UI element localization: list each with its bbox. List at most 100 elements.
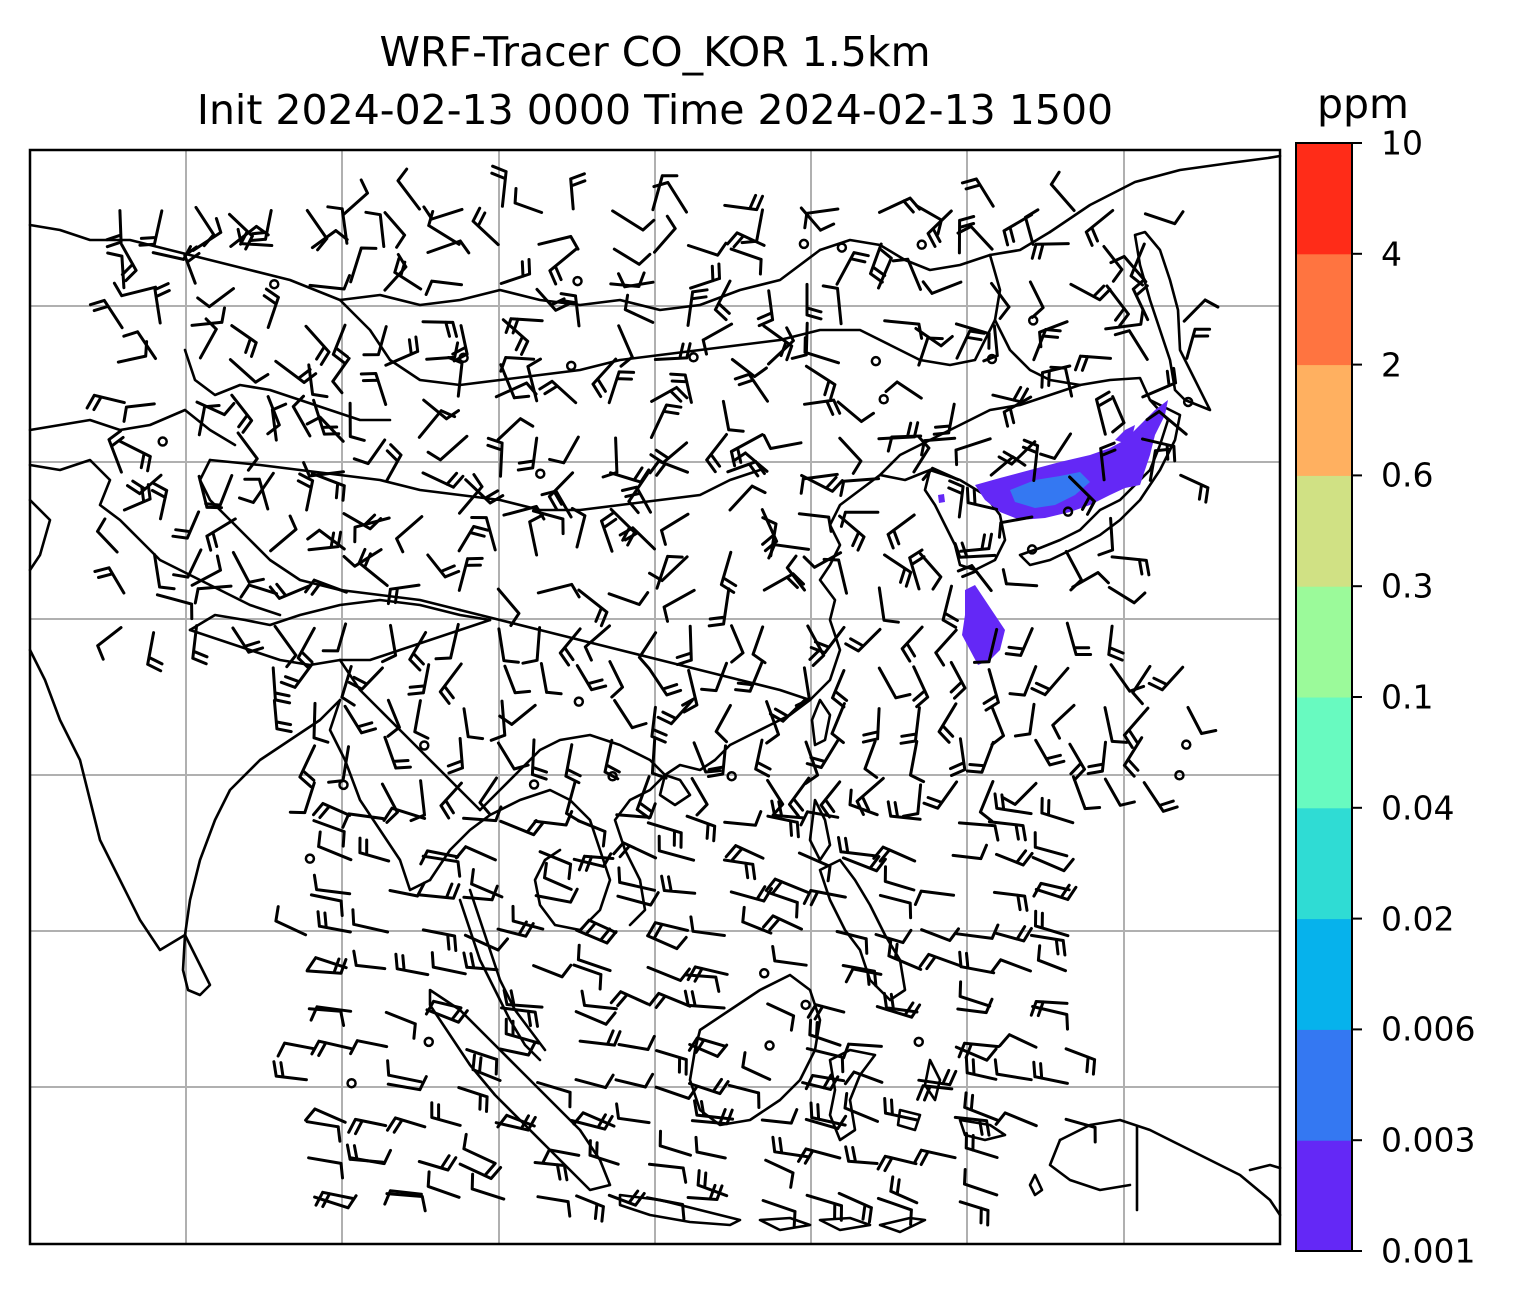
wind-barb <box>701 322 734 356</box>
colorbar-segment <box>1296 807 1352 920</box>
calm-wind-marker <box>1174 770 1185 781</box>
wind-barb <box>920 927 960 942</box>
wind-barb <box>756 289 775 328</box>
wind-barb <box>878 893 913 920</box>
wind-barb <box>342 178 369 216</box>
wind-barb <box>941 584 959 629</box>
wind-barb <box>766 1002 796 1032</box>
wind-barb <box>548 247 579 286</box>
wind-barb <box>408 631 428 672</box>
wind-barb <box>990 958 1032 973</box>
wind-barb <box>913 889 956 906</box>
wind-barb <box>876 1196 913 1226</box>
wind-barb <box>1051 703 1076 740</box>
wind-barb <box>307 1156 344 1180</box>
wind-barb <box>877 586 900 624</box>
wind-barb <box>112 281 158 298</box>
wind-barb <box>844 967 883 984</box>
calm-wind-marker <box>870 355 882 367</box>
wind-barb <box>236 431 259 472</box>
wind-barb <box>836 400 875 423</box>
wind-barb <box>762 434 803 450</box>
coastline <box>878 376 1152 477</box>
wind-barb <box>724 844 765 862</box>
wind-barb <box>565 779 581 823</box>
coastline <box>923 1058 942 1102</box>
coastline <box>328 698 432 892</box>
wind-barb <box>312 819 346 848</box>
wind-barb <box>956 564 993 593</box>
wind-barb <box>349 1039 389 1056</box>
coastline <box>658 773 692 807</box>
wind-barb <box>521 626 542 665</box>
wind-barb <box>1068 742 1086 782</box>
plume-region <box>938 494 945 503</box>
wind-barb <box>383 1189 423 1206</box>
country-border <box>188 598 492 632</box>
wind-barb <box>766 814 800 839</box>
wind-barb <box>496 587 521 627</box>
wind-barb <box>526 357 542 403</box>
wind-barb <box>273 624 298 669</box>
wind-barb <box>457 1086 489 1113</box>
colorbar-segment <box>1296 1140 1352 1252</box>
wind-barb <box>198 317 218 360</box>
wind-barb <box>683 989 726 1010</box>
wind-barb <box>1086 740 1107 776</box>
wind-barb <box>534 887 579 904</box>
coastline <box>181 933 212 997</box>
wind-barb <box>797 1147 842 1165</box>
colorbar-tick-label: 0.6 <box>1381 455 1434 495</box>
wind-barb <box>965 740 995 774</box>
country-border <box>338 248 822 312</box>
wind-barb <box>809 625 846 655</box>
wind-barb <box>618 526 656 551</box>
wind-barb <box>956 225 994 251</box>
wind-barb <box>686 965 729 983</box>
wind-barb <box>351 908 390 934</box>
calm-wind-marker <box>419 740 430 751</box>
wind-barb <box>537 235 580 251</box>
wind-barb <box>844 1145 879 1165</box>
wind-barb <box>1049 170 1076 212</box>
wind-barb <box>1113 329 1149 361</box>
wind-barb <box>197 404 221 437</box>
colorbar-tick-label: 0.003 <box>1381 1120 1476 1160</box>
wind-barb <box>623 293 655 324</box>
wind-barb <box>262 287 280 329</box>
wind-barb <box>1071 775 1102 811</box>
wind-barb <box>195 400 236 417</box>
wind-barb <box>500 1006 539 1028</box>
colorbar-tick-label: 2 <box>1381 345 1402 385</box>
wind-barb <box>884 380 923 400</box>
wind-barb <box>613 699 648 730</box>
wind-barb <box>347 1117 388 1136</box>
wind-barb <box>105 209 123 249</box>
wind-barb <box>462 1132 497 1165</box>
wind-barb <box>326 205 349 245</box>
wind-barb <box>693 1099 735 1121</box>
wind-barb <box>1029 933 1067 957</box>
wind-barb <box>146 631 164 673</box>
wind-barb <box>1074 354 1112 372</box>
wind-barb <box>430 1101 462 1127</box>
wind-barb <box>1097 516 1115 557</box>
wind-barb <box>386 583 421 606</box>
wind-barb <box>575 664 608 692</box>
wind-barb <box>316 910 352 934</box>
wind-barb <box>1034 883 1078 901</box>
coastline <box>1248 1163 1282 1172</box>
wind-barb <box>1068 475 1096 516</box>
wind-barb <box>496 741 530 771</box>
coastline <box>758 1216 812 1232</box>
coastline <box>818 230 1052 272</box>
wind-barb <box>947 479 965 519</box>
wind-barb <box>654 1084 699 1100</box>
colorbar-segment <box>1296 1029 1352 1141</box>
colorbar-tick-label: 0.3 <box>1381 566 1434 606</box>
country-border <box>28 458 282 617</box>
coastline <box>428 988 612 1192</box>
wind-barb <box>805 282 823 321</box>
wind-barb <box>1186 706 1218 735</box>
wind-barb <box>1131 664 1152 706</box>
